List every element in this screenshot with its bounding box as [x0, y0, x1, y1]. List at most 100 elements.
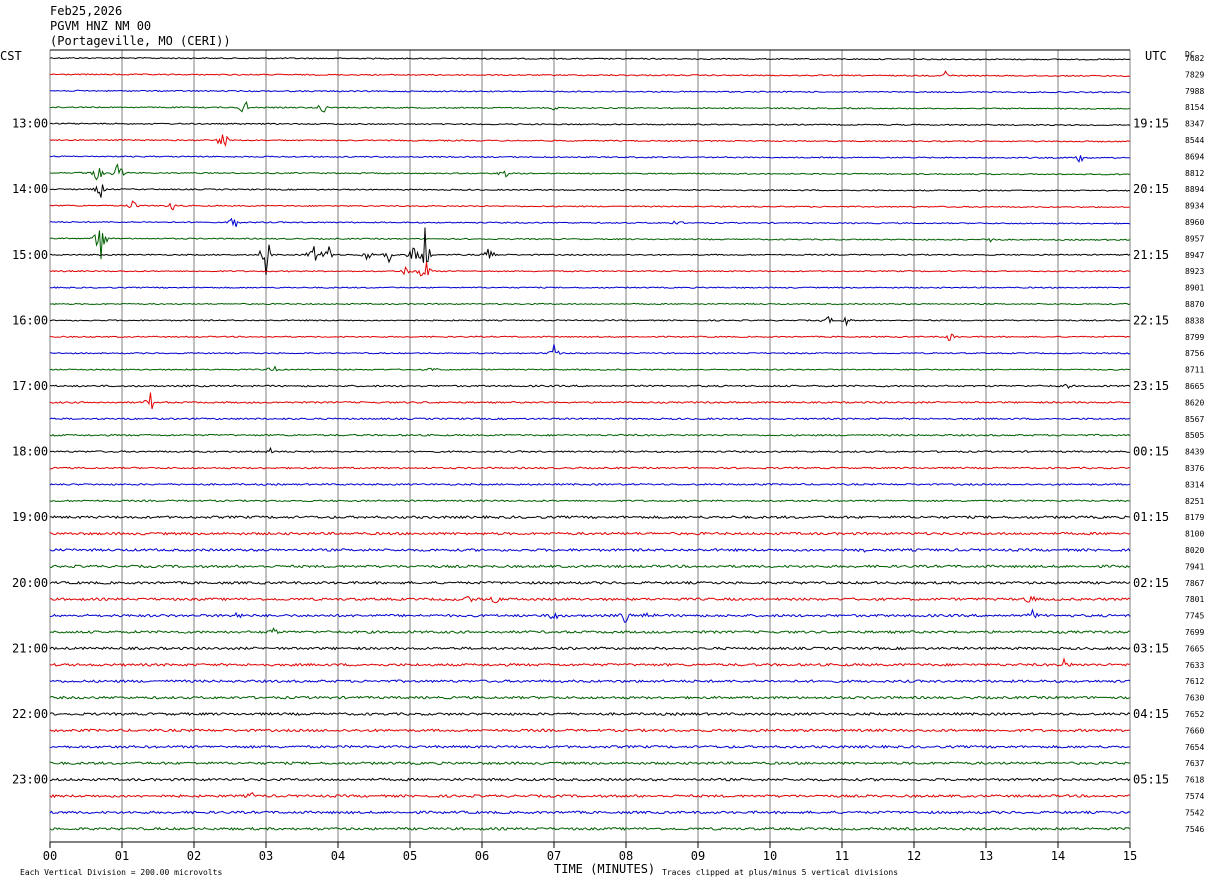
- dc-offset-label: 7574: [1185, 792, 1204, 801]
- dc-offset-label: 8544: [1185, 136, 1204, 145]
- trace-line: [49, 163, 1131, 181]
- trace-line: [49, 333, 1131, 341]
- trace-line: [49, 446, 1131, 454]
- x-tick-label: 07: [547, 849, 561, 863]
- trace-line: [49, 826, 1131, 831]
- left-time-label: 15:00: [12, 248, 48, 262]
- trace-line: [49, 679, 1131, 684]
- dc-offset-label: 7829: [1185, 70, 1204, 79]
- x-tick-label: 04: [331, 849, 345, 863]
- dc-offset-label: 7618: [1185, 776, 1204, 785]
- trace-line: [49, 365, 1130, 372]
- trace-line: [49, 744, 1130, 749]
- trace-line: [49, 466, 1131, 470]
- x-tick-label: 01: [115, 849, 129, 863]
- trace-line: [49, 315, 1131, 327]
- chart-date: Feb25,2026: [50, 4, 123, 18]
- trace-line: [49, 433, 1131, 437]
- left-time-label: 18:00: [12, 445, 48, 459]
- trace-line: [49, 302, 1131, 306]
- trace-line: [49, 286, 1131, 289]
- x-tick-label: 13: [979, 849, 993, 863]
- trace-line: [49, 646, 1131, 651]
- clip-note: Traces clipped at plus/minus 5 vertical …: [662, 868, 898, 877]
- dc-offset-label: 7630: [1185, 694, 1204, 703]
- dc-offset-label: 8179: [1185, 513, 1204, 522]
- right-time-label: 05:15: [1133, 773, 1169, 787]
- dc-offset-label: 8620: [1185, 398, 1204, 407]
- trace-line: [49, 580, 1131, 585]
- left-time-label: 22:00: [12, 707, 48, 721]
- trace-line: [49, 499, 1131, 503]
- x-tick-label: 11: [835, 849, 849, 863]
- trace-line: [49, 217, 1131, 227]
- right-time-label: 00:15: [1133, 445, 1169, 459]
- dc-offset-label: 7867: [1185, 579, 1204, 588]
- dc-offset-label: 8870: [1185, 300, 1204, 309]
- trace-line: [49, 695, 1131, 700]
- trace-line: [49, 482, 1131, 486]
- station-location: (Portageville, MO (CERI)): [50, 34, 231, 48]
- right-time-label: 21:15: [1133, 248, 1169, 262]
- trace-line: [49, 792, 1131, 799]
- dc-offset-label: 8314: [1185, 480, 1204, 489]
- right-time-label: 03:15: [1133, 641, 1169, 655]
- trace-line: [49, 608, 1131, 623]
- trace-line: [49, 200, 1131, 211]
- dc-offset-label: 8251: [1185, 497, 1204, 506]
- axis-labels: 00 01 02 03 04 05 06 07 08 09 10 11 12 13 14 15 7682 7829…: [12, 54, 1204, 863]
- grid-lines: [49, 49, 1131, 848]
- trace-line: [49, 728, 1131, 733]
- trace-line: [49, 417, 1131, 421]
- left-time-label: 20:00: [12, 576, 48, 590]
- x-tick-label: 15: [1123, 849, 1137, 863]
- dc-offset-label: 7682: [1185, 54, 1204, 63]
- dc-offset-label: 8957: [1185, 234, 1204, 243]
- dc-offset-label: 8894: [1185, 185, 1204, 194]
- trace-line: [49, 761, 1131, 766]
- right-time-label: 02:15: [1133, 576, 1169, 590]
- dc-offset-label: 8756: [1185, 349, 1204, 358]
- right-time-label: 19:15: [1133, 117, 1169, 131]
- right-time-label: 20:15: [1133, 182, 1169, 196]
- x-tick-label: 10: [763, 849, 777, 863]
- trace-line: [49, 56, 1131, 61]
- dc-offset-label: 8439: [1185, 448, 1204, 457]
- dc-offset-label: 7745: [1185, 612, 1204, 621]
- dc-offset-label: 8100: [1185, 530, 1204, 539]
- dc-offset-label: 8947: [1185, 251, 1204, 260]
- dc-offset-label: 8711: [1185, 366, 1204, 375]
- x-tick-label: 09: [691, 849, 705, 863]
- trace-line: [49, 89, 1131, 94]
- dc-label: DC: [1185, 50, 1195, 59]
- trace-line: [49, 70, 1131, 78]
- dc-offset-label: 7941: [1185, 562, 1204, 571]
- dc-offset-label: 8799: [1185, 333, 1204, 342]
- right-timezone-label: UTC: [1145, 49, 1167, 63]
- dc-offset-label: 7654: [1185, 743, 1204, 752]
- dc-offset-label: 7801: [1185, 595, 1204, 604]
- trace-line: [49, 383, 1131, 389]
- dc-offset-label: 8901: [1185, 284, 1204, 293]
- dc-offset-label: 7988: [1185, 87, 1204, 96]
- dc-offset-label: 8665: [1185, 382, 1204, 391]
- x-tick-label: 12: [907, 849, 921, 863]
- left-time-label: 17:00: [12, 379, 48, 393]
- left-time-label: 21:00: [12, 641, 48, 655]
- dc-offset-label: 7637: [1185, 759, 1204, 768]
- right-time-label: 01:15: [1133, 510, 1169, 524]
- left-time-label: 16:00: [12, 313, 48, 327]
- x-tick-label: 03: [259, 849, 273, 863]
- trace-line: [49, 810, 1131, 815]
- left-time-label: 14:00: [12, 182, 48, 196]
- dc-offset-label: 7665: [1185, 644, 1204, 653]
- dc-offset-label: 8694: [1185, 152, 1204, 161]
- left-time-label: 23:00: [12, 773, 48, 787]
- dc-offset-label: 7542: [1185, 808, 1204, 817]
- trace-line: [49, 627, 1131, 635]
- right-time-label: 23:15: [1133, 379, 1169, 393]
- left-time-label: 19:00: [12, 510, 48, 524]
- dc-offset-label: 7652: [1185, 710, 1204, 719]
- trace-line: [49, 711, 1131, 716]
